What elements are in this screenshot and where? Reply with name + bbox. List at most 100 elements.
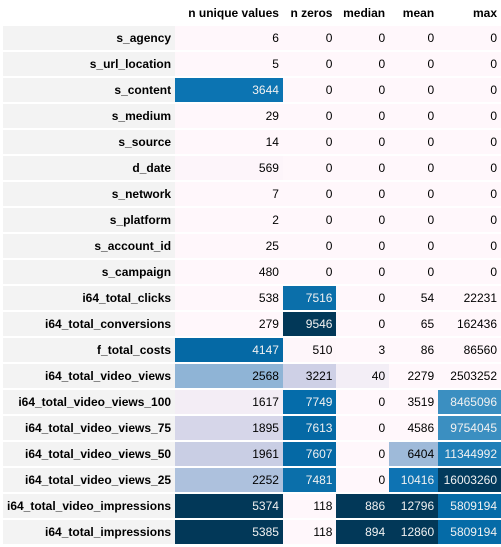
- cell-n-unique: 2: [175, 208, 283, 234]
- cell-max: 0: [438, 156, 501, 182]
- cell-n-zeros: 510: [282, 338, 337, 364]
- col-header-n-zeros: n zeros: [290, 6, 333, 20]
- cell-n-unique: 4147: [175, 338, 283, 364]
- table-body: s_agency 6 0 0 0 0 s_url_location 5 0 0 0 0 s_conten…: [3, 26, 501, 546]
- cell-n-zeros: 0: [282, 260, 337, 286]
- cell-n-unique: 14: [175, 130, 283, 156]
- table-row: i64_total_video_impressions 5374 118 886 127…: [3, 494, 501, 520]
- table-row: s_campaign 480 0 0 0 0: [3, 260, 501, 286]
- cell-median: 0: [336, 26, 390, 52]
- cell-max: 86560: [438, 338, 501, 364]
- cell-n-unique: 7: [175, 182, 283, 208]
- cell-max: 0: [438, 52, 501, 78]
- row-label: d_date: [3, 156, 176, 182]
- cell-mean: 54: [389, 286, 439, 312]
- cell-max: 0: [438, 182, 501, 208]
- cell-median: 0: [336, 130, 390, 156]
- cell-max: 5809194: [438, 494, 501, 520]
- table-row: s_medium 29 0 0 0 0: [3, 104, 501, 130]
- table-row: s_content 3644 0 0 0 0: [3, 78, 501, 104]
- cell-median: 0: [336, 442, 390, 468]
- cell-max: 0: [438, 234, 501, 260]
- cell-max: 162436: [438, 312, 501, 338]
- row-label: s_platform: [3, 208, 176, 234]
- cell-n-unique: 480: [175, 260, 283, 286]
- cell-mean: 0: [389, 104, 439, 130]
- table-row: i64_total_conversions 279 9546 0 65 162436: [3, 312, 501, 338]
- cell-max: 0: [438, 208, 501, 234]
- cell-median: 894: [336, 520, 390, 546]
- cell-n-zeros: 0: [282, 234, 337, 260]
- header-row: n unique values n zeros median mean max: [3, 0, 501, 26]
- table-row: s_platform 2 0 0 0 0: [3, 208, 501, 234]
- cell-n-zeros: 118: [282, 520, 337, 546]
- row-label: i64_total_video_views: [3, 364, 176, 390]
- cell-n-zeros: 7749: [282, 390, 337, 416]
- cell-max: 11344992: [438, 442, 501, 468]
- cell-mean: 0: [389, 182, 439, 208]
- table-row: s_account_id 25 0 0 0 0: [3, 234, 501, 260]
- cell-mean: 2279: [389, 364, 439, 390]
- cell-n-zeros: 0: [282, 182, 337, 208]
- cell-mean: 0: [389, 208, 439, 234]
- row-label: s_account_id: [3, 234, 176, 260]
- cell-median: 0: [336, 260, 390, 286]
- row-label: i64_total_video_views_100: [3, 390, 176, 416]
- table-row: i64_total_video_views_100 1617 7749 0 3519 84…: [3, 390, 501, 416]
- cell-n-zeros: 7481: [282, 468, 337, 494]
- cell-max: 16003260: [438, 468, 501, 494]
- cell-median: 0: [336, 104, 390, 130]
- row-label: s_medium: [3, 104, 176, 130]
- cell-mean: 0: [389, 26, 439, 52]
- cell-n-zeros: 7607: [282, 442, 337, 468]
- table-row: i64_total_video_views_75 1895 7613 0 4586 975…: [3, 416, 501, 442]
- table-header: n unique values n zeros median mean max: [3, 0, 501, 26]
- cell-max: 0: [438, 260, 501, 286]
- cell-n-unique: 25: [175, 234, 283, 260]
- cell-max: 0: [438, 130, 501, 156]
- cell-mean: 65: [389, 312, 439, 338]
- cell-max: 8465096: [438, 390, 501, 416]
- cell-median: 0: [336, 208, 390, 234]
- table-row: s_agency 6 0 0 0 0: [3, 26, 501, 52]
- table-row: f_total_costs 4147 510 3 86 86560: [3, 338, 501, 364]
- cell-mean: 0: [389, 234, 439, 260]
- table-row: s_source 14 0 0 0 0: [3, 130, 501, 156]
- cell-mean: 86: [389, 338, 439, 364]
- cell-median: 0: [336, 156, 390, 182]
- cell-n-unique: 1961: [175, 442, 283, 468]
- table-row: i64_total_video_views_50 1961 7607 0 6404 113…: [3, 442, 501, 468]
- cell-mean: 12860: [389, 520, 439, 546]
- col-header-max: max: [472, 6, 497, 20]
- row-label: s_campaign: [3, 260, 176, 286]
- cell-mean: 0: [389, 78, 439, 104]
- cell-n-unique: 6: [175, 26, 283, 52]
- cell-n-zeros: 9546: [282, 312, 337, 338]
- cell-mean: 10416: [389, 468, 439, 494]
- row-label: i64_total_video_views_50: [3, 442, 176, 468]
- row-label: i64_total_video_views_25: [3, 468, 176, 494]
- cell-n-unique: 1617: [175, 390, 283, 416]
- row-label: i64_total_clicks: [3, 286, 176, 312]
- cell-n-zeros: 118: [282, 494, 337, 520]
- row-label: i64_total_video_views_75: [3, 416, 176, 442]
- cell-max: 0: [438, 78, 501, 104]
- cell-mean: 0: [389, 52, 439, 78]
- table-row: s_network 7 0 0 0 0: [3, 182, 501, 208]
- cell-median: 0: [336, 52, 390, 78]
- cell-n-unique: 538: [175, 286, 283, 312]
- cell-median: 40: [336, 364, 390, 390]
- cell-n-zeros: 3221: [282, 364, 337, 390]
- cell-n-zeros: 7613: [282, 416, 337, 442]
- table-row: i64_total_clicks 538 7516 0 54 22231: [3, 286, 501, 312]
- cell-n-unique: 3644: [175, 78, 283, 104]
- cell-n-zeros: 0: [282, 130, 337, 156]
- cell-max: 0: [438, 104, 501, 130]
- row-label: s_content: [3, 78, 176, 104]
- row-label: i64_total_impressions: [3, 520, 176, 546]
- cell-max: 9754045: [438, 416, 501, 442]
- cell-n-zeros: 0: [282, 26, 337, 52]
- cell-median: 0: [336, 286, 390, 312]
- row-label: s_source: [3, 130, 176, 156]
- summary-table: n unique values n zeros median mean max …: [3, 0, 501, 546]
